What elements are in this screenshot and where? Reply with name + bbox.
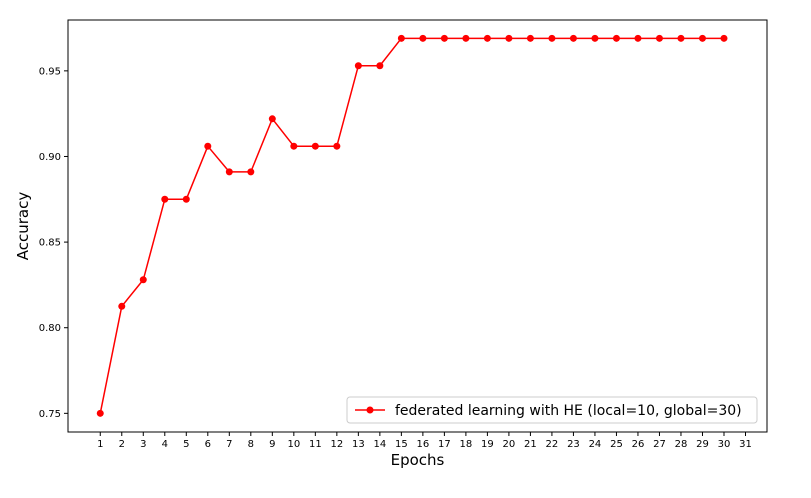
y-tick-label: 0.80: [39, 323, 61, 334]
x-tick-label: 19: [481, 439, 494, 450]
x-tick-label: 5: [183, 439, 189, 450]
series-layer: [96, 34, 728, 417]
x-tick-label: 31: [739, 439, 752, 450]
data-point: [655, 34, 663, 42]
x-axis-ticks: 1 2 3 4 5 6 7 8 9 10 11 12 13 14 15 16 17 18 19 20 21 22 23 24 2…: [97, 432, 752, 450]
y-tick-label: 0.75: [39, 409, 61, 420]
y-tick-label: 0.95: [39, 66, 61, 77]
x-tick-label: 10: [287, 439, 300, 450]
x-tick-label: 13: [352, 439, 365, 450]
data-point: [118, 302, 126, 310]
x-tick-label: 7: [226, 439, 232, 450]
data-point: [247, 168, 255, 176]
data-point: [182, 195, 190, 203]
x-tick-label: 11: [309, 439, 322, 450]
x-tick-label: 9: [269, 439, 275, 450]
data-point: [311, 142, 319, 150]
data-point: [698, 34, 706, 42]
x-tick-label: 16: [417, 439, 430, 450]
x-tick-label: 3: [140, 439, 146, 450]
data-point: [591, 34, 599, 42]
y-axis-title: Accuracy: [14, 192, 32, 261]
x-tick-label: 8: [248, 439, 254, 450]
data-point: [333, 142, 341, 150]
x-tick-label: 18: [460, 439, 473, 450]
y-axis-ticks: 0.75 0.80 0.85 0.90 0.95: [39, 66, 68, 420]
data-point: [397, 34, 405, 42]
data-point: [139, 276, 147, 284]
data-point: [483, 34, 491, 42]
x-tick-label: 27: [653, 439, 666, 450]
legend-box: [346, 396, 758, 424]
data-point: [225, 168, 233, 176]
legend-marker-sample: [366, 406, 374, 414]
data-point: [569, 34, 577, 42]
x-tick-label: 24: [589, 439, 602, 450]
x-tick-label: 26: [632, 439, 645, 450]
x-tick-label: 6: [205, 439, 211, 450]
x-tick-label: 14: [373, 439, 386, 450]
data-point: [268, 115, 276, 123]
y-tick-label: 0.90: [39, 152, 61, 163]
x-tick-label: 25: [610, 439, 623, 450]
y-tick-label: 0.85: [39, 238, 61, 249]
x-tick-label: 17: [438, 439, 451, 450]
x-tick-label: 23: [567, 439, 580, 450]
data-point: [96, 409, 104, 417]
data-point: [376, 62, 384, 70]
data-point: [354, 62, 362, 70]
data-point: [290, 142, 298, 150]
data-point: [440, 34, 448, 42]
plot-frame: [67, 19, 768, 433]
x-tick-label: 29: [696, 439, 709, 450]
x-axis-title: Epochs: [391, 451, 445, 469]
x-tick-label: 21: [524, 439, 537, 450]
data-point: [462, 34, 470, 42]
x-tick-label: 15: [395, 439, 408, 450]
legend: federated learning with HE (local=10, gl…: [346, 396, 758, 424]
data-point: [505, 34, 513, 42]
x-tick-label: 4: [162, 439, 168, 450]
data-point: [677, 34, 685, 42]
x-tick-label: 22: [546, 439, 559, 450]
series-line: [99, 37, 724, 414]
x-tick-label: 1: [97, 439, 103, 450]
data-point: [526, 34, 534, 42]
data-point: [634, 34, 642, 42]
data-point: [548, 34, 556, 42]
data-point: [720, 34, 728, 42]
x-tick-label: 12: [330, 439, 343, 450]
x-tick-label: 30: [718, 439, 731, 450]
x-tick-label: 20: [503, 439, 516, 450]
data-point: [612, 34, 620, 42]
legend-label: federated learning with HE (local=10, gl…: [395, 403, 742, 419]
data-point: [204, 142, 212, 150]
data-point: [419, 34, 427, 42]
x-tick-label: 28: [675, 439, 688, 450]
x-tick-label: 2: [119, 439, 125, 450]
data-point: [161, 195, 169, 203]
